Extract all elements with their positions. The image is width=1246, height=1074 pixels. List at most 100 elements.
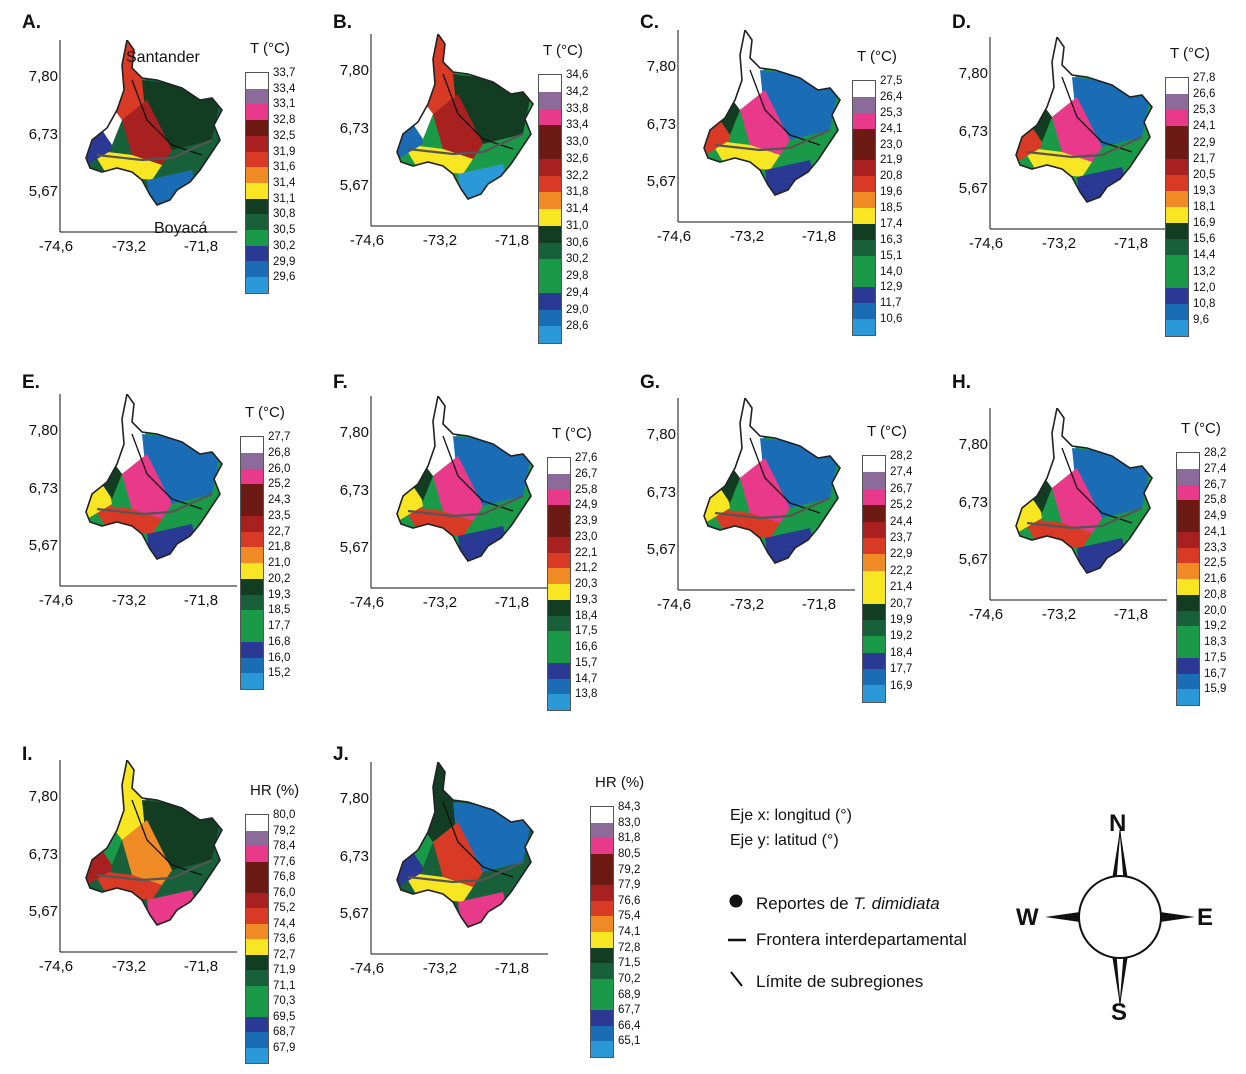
x-tick-label: -74,6	[349, 594, 385, 611]
legend-swatch	[241, 484, 263, 500]
legend-swatch	[591, 947, 613, 964]
legend-value: 17,7	[890, 663, 913, 676]
legend-value: 21,4	[890, 581, 913, 594]
legend-value: 74,4	[273, 917, 296, 930]
x-tick-label: -74,6	[968, 235, 1004, 252]
legend-value: 71,1	[273, 979, 296, 992]
legend-swatch	[863, 570, 885, 588]
x-tick-label: -74,6	[349, 960, 385, 977]
legend-swatch	[246, 892, 268, 908]
legend-value: 15,1	[880, 249, 903, 262]
legend-value: 24,4	[890, 515, 913, 528]
legend-value: 31,6	[273, 161, 296, 174]
legend-value: 20,0	[1204, 604, 1227, 617]
legend-value: 30,2	[566, 253, 589, 266]
legend-swatch	[853, 255, 875, 272]
legend-swatch	[591, 885, 613, 901]
legend-swatch	[241, 452, 263, 469]
legend-swatch	[853, 287, 875, 304]
panel-letter: F.	[333, 372, 348, 393]
legend-swatch	[548, 678, 570, 695]
legend-value: 23,7	[890, 532, 913, 544]
x-tick-label: -73,2	[1041, 606, 1077, 623]
legend-swatch	[863, 537, 885, 555]
legend-value: 25,2	[890, 499, 913, 512]
y-tick-label: 6,73	[28, 846, 58, 863]
y-tick-label: 6,73	[339, 120, 369, 137]
legend-value: 16,0	[268, 651, 291, 664]
panel-letter: E.	[22, 372, 40, 393]
legend-swatch	[241, 594, 263, 611]
legend-swatch	[863, 619, 885, 637]
legend-value: 78,4	[273, 840, 296, 852]
legend-swatch	[241, 500, 263, 516]
legend-swatch	[548, 489, 570, 506]
legend-value: 32,2	[566, 169, 589, 182]
legend-swatch	[1166, 303, 1188, 320]
legend-value: 22,2	[890, 564, 913, 577]
y-tick-label: 6,73	[339, 482, 369, 499]
department-map	[59, 760, 237, 953]
legend-swatch	[863, 652, 885, 670]
legend-value: 26,4	[880, 90, 903, 103]
legend-swatch	[1177, 500, 1199, 516]
legend-value: 27,6	[575, 452, 598, 464]
legend-value: 27,5	[880, 75, 903, 87]
legend-value: 70,3	[273, 995, 296, 1007]
legend-value: 24,1	[880, 122, 903, 135]
legend-swatch	[863, 685, 885, 702]
legend-value: 81,8	[618, 832, 641, 845]
legend-swatch	[246, 198, 268, 215]
legend-value: 18,4	[890, 646, 913, 659]
legend-value: 25,8	[1204, 494, 1227, 507]
legend-swatch	[591, 838, 613, 854]
legend-value: 16,7	[1204, 667, 1227, 680]
legend-value: 27,8	[1193, 72, 1216, 84]
legend-swatch	[246, 1016, 268, 1032]
legend-swatch	[539, 276, 561, 293]
legend-value: 26,7	[575, 467, 598, 480]
legend-swatch	[1166, 174, 1188, 191]
legend-swatch	[539, 175, 561, 193]
legend-value: 76,8	[273, 871, 296, 883]
legend-value: 76,0	[273, 886, 296, 899]
x-tick-label: -71,8	[494, 594, 530, 611]
legend-swatch	[246, 846, 268, 862]
legend-swatch	[853, 239, 875, 256]
legend-value: 19,9	[890, 614, 913, 626]
legend-value: 29,9	[273, 255, 296, 268]
legend-value: 14,7	[575, 672, 598, 685]
key-species-label: T. dimidiata	[853, 893, 940, 913]
legend-value: 28,2	[890, 450, 913, 462]
legend-swatch	[246, 73, 268, 89]
legend-value: 27,4	[890, 466, 913, 479]
legend-swatch	[246, 861, 268, 877]
legend-value: 19,3	[575, 593, 598, 606]
legend-swatch	[548, 631, 570, 647]
map-panel: H. 7,80 6,73 5,67 -74,6 -73,2 -71,8	[952, 372, 1246, 702]
legend-swatch	[1177, 453, 1199, 469]
legend-colorbar	[862, 455, 886, 703]
legend-swatch	[539, 209, 561, 226]
axis-notes: Eje x: longitud (°) Eje y: latitud (°)	[730, 803, 852, 853]
legend-title: HR (%)	[595, 774, 645, 791]
legend-swatch	[853, 81, 875, 97]
legend-swatch	[1166, 255, 1188, 272]
legend-swatch	[863, 587, 885, 604]
x-tick-label: -74,6	[38, 238, 74, 255]
legend-swatch	[1177, 516, 1199, 532]
y-tick-label: 7,80	[28, 422, 58, 439]
legend-value: 71,5	[618, 957, 641, 970]
y-tick-label: 7,80	[646, 58, 676, 75]
legend-swatch	[241, 578, 263, 595]
legend-value: 18,3	[1204, 636, 1227, 648]
legend-swatch	[591, 807, 613, 823]
x-tick-label: -71,8	[183, 592, 219, 609]
legend-swatch	[1177, 531, 1199, 548]
compass-south: S	[1111, 999, 1128, 1026]
legend-swatch	[539, 125, 561, 142]
legend-value: 12,0	[1193, 281, 1216, 294]
x-tick-label: -71,8	[1113, 235, 1149, 252]
legend-value: 33,1	[273, 98, 296, 111]
legend-value: 18,5	[880, 202, 903, 214]
